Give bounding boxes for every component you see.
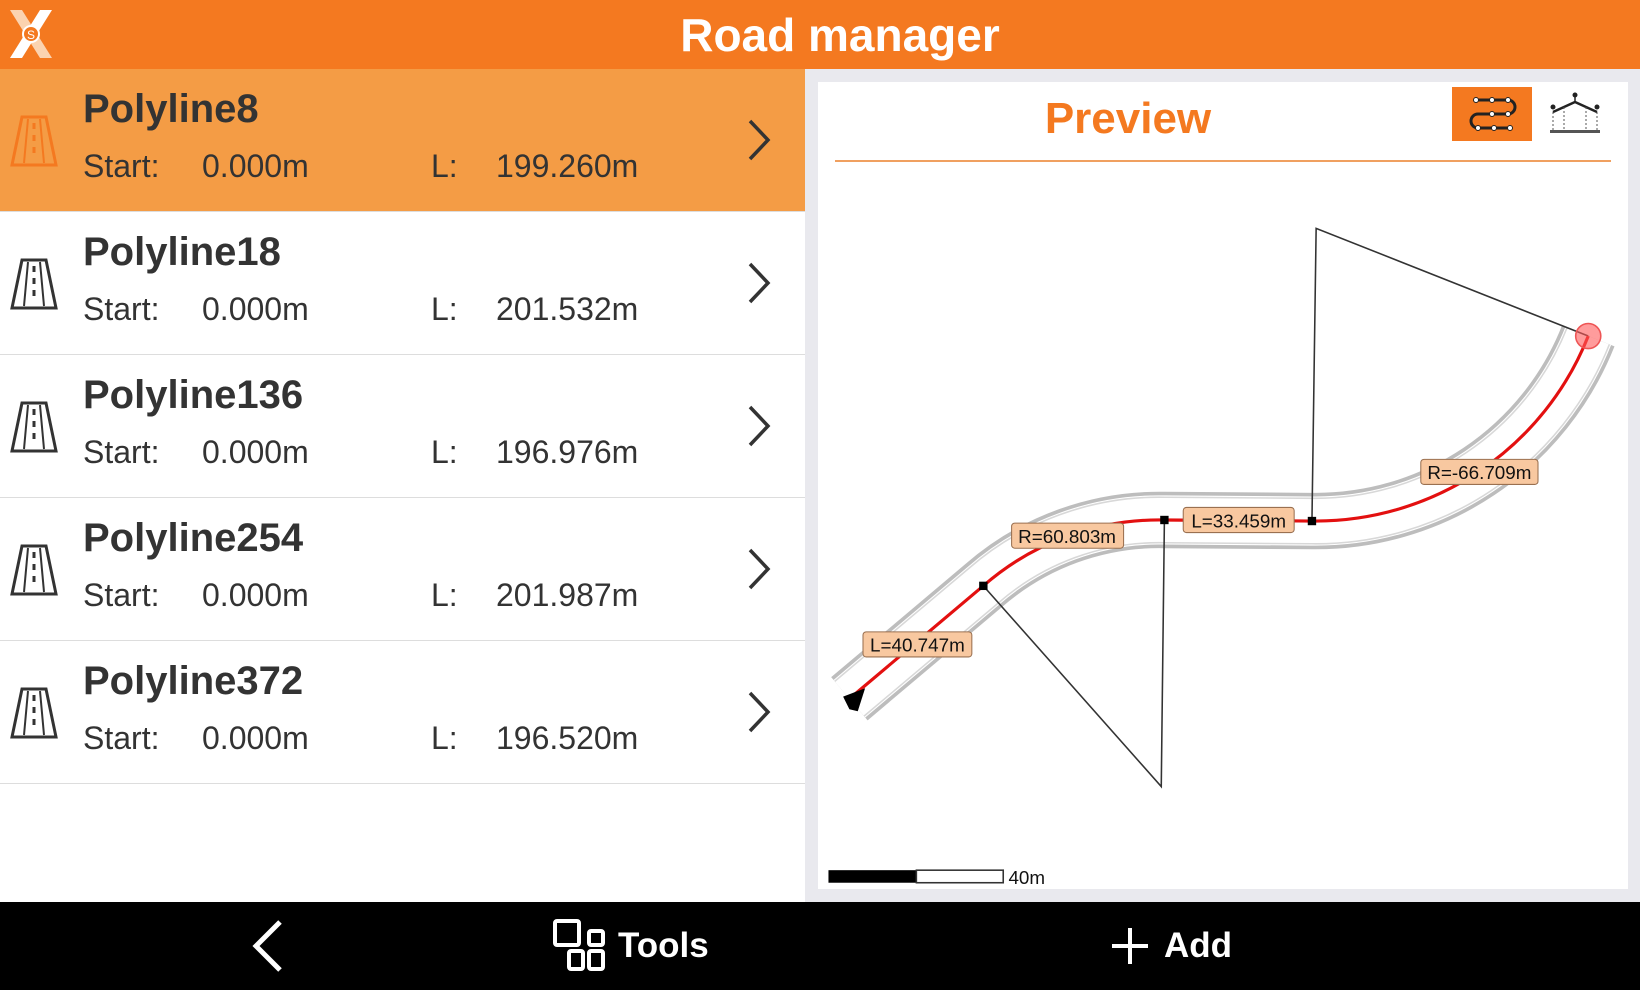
logo-letter: S bbox=[27, 28, 35, 42]
start-value: 0.000m bbox=[202, 720, 309, 756]
chevron-right-icon[interactable] bbox=[744, 115, 774, 165]
bottom-bar: Tools Add bbox=[0, 902, 1640, 990]
road-list-item[interactable]: Polyline372 Start: 0.000m L: 196.520m bbox=[0, 641, 805, 784]
length-value: 196.520m bbox=[496, 720, 639, 756]
preview-card: L=40.747m R=60.803m L=33.459m R=-66.709m… bbox=[818, 82, 1628, 889]
radius-line-2 bbox=[1311, 227, 1589, 522]
length-label: L: bbox=[431, 148, 458, 184]
start-value: 0.000m bbox=[202, 291, 309, 327]
vertex-marker bbox=[1307, 516, 1317, 526]
length-label: L: bbox=[431, 577, 458, 613]
road-preview-map[interactable]: L=40.747m R=60.803m L=33.459m R=-66.709m… bbox=[818, 82, 1628, 889]
preview-title: Preview bbox=[1044, 94, 1212, 143]
start-value: 0.000m bbox=[202, 148, 309, 184]
chevron-right-icon[interactable] bbox=[744, 544, 774, 594]
app-logo-icon[interactable]: S bbox=[6, 8, 56, 60]
svg-text:L=33.459m: L=33.459m bbox=[1191, 510, 1286, 531]
start-label: Start: bbox=[83, 291, 160, 327]
tools-icon bbox=[553, 919, 605, 971]
vertex-marker bbox=[1160, 515, 1169, 525]
road-list-item[interactable]: Polyline18 Start: 0.000m L: 201.532m bbox=[0, 212, 805, 355]
start-label: Start: bbox=[83, 148, 160, 184]
length-label: L: bbox=[431, 291, 458, 327]
start-label: Start: bbox=[83, 577, 160, 613]
start-label: Start: bbox=[83, 720, 160, 756]
preview-panel: L=40.747m R=60.803m L=33.459m R=-66.709m… bbox=[805, 69, 1640, 902]
road-list: Polyline8 Start: 0.000m L: 199.260m Poly… bbox=[0, 69, 805, 902]
chevron-left-icon bbox=[252, 920, 282, 972]
radius-line-1 bbox=[982, 519, 1166, 789]
tools-button[interactable]: Tools bbox=[552, 902, 709, 990]
page-title: Road manager bbox=[680, 9, 1000, 61]
label-seg4: R=-66.709m bbox=[1420, 458, 1539, 485]
start-value: 0.000m bbox=[202, 577, 309, 613]
road-icon bbox=[8, 113, 60, 169]
label-seg2: R=60.803m bbox=[1011, 522, 1125, 549]
vertex-marker bbox=[979, 581, 988, 591]
back-button[interactable] bbox=[248, 902, 288, 990]
svg-text:L=40.747m: L=40.747m bbox=[870, 635, 965, 656]
length-value: 199.260m bbox=[496, 148, 639, 184]
chevron-right-icon[interactable] bbox=[744, 401, 774, 451]
road-icon bbox=[8, 399, 60, 455]
start-arrow-icon bbox=[843, 688, 866, 712]
road-list-item[interactable]: Polyline8 Start: 0.000m L: 199.260m bbox=[0, 69, 805, 212]
tools-label: Tools bbox=[618, 926, 709, 965]
road-name: Polyline254 bbox=[83, 516, 304, 560]
add-label: Add bbox=[1164, 926, 1233, 965]
road-list-item[interactable]: Polyline136 Start: 0.000m L: 196.976m bbox=[0, 355, 805, 498]
scale-bar: 40m bbox=[828, 867, 1045, 888]
label-seg1: L=40.747m bbox=[862, 631, 973, 658]
app-header: S Road manager bbox=[0, 0, 1640, 69]
scale-label: 40m bbox=[1008, 867, 1045, 888]
start-label: Start: bbox=[83, 434, 160, 470]
svg-text:R=-66.709m: R=-66.709m bbox=[1427, 462, 1531, 483]
chevron-right-icon[interactable] bbox=[744, 687, 774, 737]
svg-text:R=60.803m: R=60.803m bbox=[1018, 526, 1116, 547]
length-value: 201.532m bbox=[496, 291, 639, 327]
road-name: Polyline136 bbox=[83, 373, 304, 417]
road-icon bbox=[8, 685, 60, 741]
cross-section-view-button[interactable] bbox=[1545, 90, 1605, 138]
road-icon bbox=[8, 542, 60, 598]
length-value: 196.976m bbox=[496, 434, 639, 470]
start-value: 0.000m bbox=[202, 434, 309, 470]
end-point-marker bbox=[1574, 322, 1602, 350]
label-seg3: L=33.459m bbox=[1182, 506, 1295, 534]
cross-section-view-icon bbox=[1550, 92, 1600, 133]
road-list-item[interactable]: Polyline254 Start: 0.000m L: 201.987m bbox=[0, 498, 805, 641]
plan-view-icon bbox=[1469, 97, 1517, 131]
plan-view-button[interactable] bbox=[1452, 87, 1532, 141]
add-button[interactable]: Add bbox=[1110, 902, 1232, 990]
road-icon bbox=[8, 256, 60, 312]
road-name: Polyline372 bbox=[83, 659, 304, 703]
length-value: 201.987m bbox=[496, 577, 639, 613]
length-label: L: bbox=[431, 720, 458, 756]
road-name: Polyline8 bbox=[83, 87, 259, 131]
length-label: L: bbox=[431, 434, 458, 470]
plus-icon bbox=[1112, 928, 1148, 964]
road-name: Polyline18 bbox=[83, 230, 281, 274]
chevron-right-icon[interactable] bbox=[744, 258, 774, 308]
divider bbox=[835, 160, 1611, 162]
